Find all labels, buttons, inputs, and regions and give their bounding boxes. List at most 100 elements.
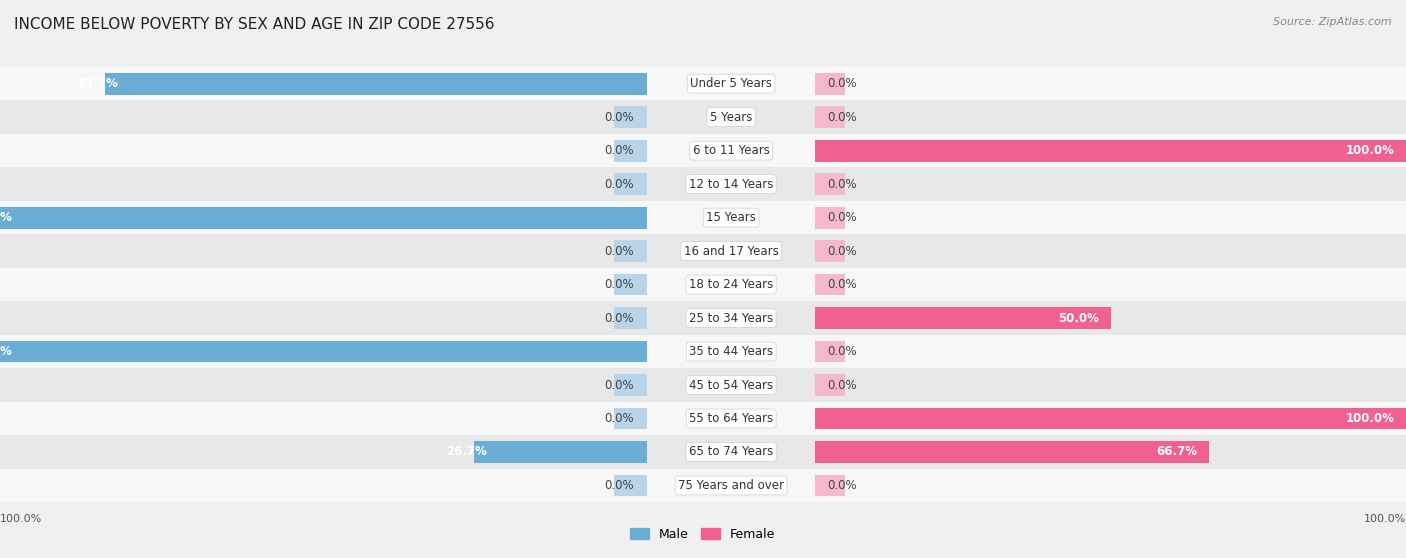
Bar: [0, 368, 647, 402]
Bar: [614, 73, 647, 94]
Bar: [0, 301, 647, 335]
Bar: [647, 201, 815, 234]
Text: 0.0%: 0.0%: [827, 110, 856, 124]
Text: 12 to 14 Years: 12 to 14 Years: [689, 177, 773, 191]
Text: 100.0%: 100.0%: [0, 211, 13, 224]
Text: 35 to 44 Years: 35 to 44 Years: [689, 345, 773, 358]
Text: 0.0%: 0.0%: [605, 278, 634, 291]
Bar: [647, 134, 815, 167]
Bar: [614, 441, 647, 463]
Text: 0.0%: 0.0%: [605, 378, 634, 392]
Bar: [614, 340, 647, 363]
Bar: [614, 474, 647, 497]
Text: 6 to 11 Years: 6 to 11 Years: [693, 144, 769, 157]
Bar: [815, 407, 845, 430]
Bar: [815, 134, 1406, 167]
Text: 100.0%: 100.0%: [0, 345, 13, 358]
Text: 0.0%: 0.0%: [605, 144, 634, 157]
Text: 0.0%: 0.0%: [605, 412, 634, 425]
Bar: [815, 206, 845, 229]
Bar: [647, 234, 815, 268]
Text: 83.7%: 83.7%: [77, 77, 118, 90]
Text: 100.0%: 100.0%: [1364, 514, 1406, 524]
Bar: [0, 335, 647, 368]
Bar: [614, 206, 647, 229]
Bar: [815, 268, 1406, 301]
Bar: [0, 340, 647, 363]
Text: 15 Years: 15 Years: [706, 211, 756, 224]
Bar: [815, 167, 1406, 201]
Text: 0.0%: 0.0%: [605, 177, 634, 191]
Bar: [614, 106, 647, 128]
Text: 0.0%: 0.0%: [605, 244, 634, 258]
Bar: [0, 469, 647, 502]
Bar: [815, 435, 1406, 469]
Text: 0.0%: 0.0%: [827, 345, 856, 358]
Bar: [614, 274, 647, 296]
Bar: [815, 368, 1406, 402]
Text: 0.0%: 0.0%: [827, 77, 856, 90]
Text: 66.7%: 66.7%: [1157, 445, 1198, 459]
Bar: [0, 201, 647, 234]
Bar: [815, 340, 845, 363]
Bar: [647, 100, 815, 134]
Text: 0.0%: 0.0%: [827, 211, 856, 224]
Text: 25 to 34 Years: 25 to 34 Years: [689, 311, 773, 325]
Bar: [614, 173, 647, 195]
Bar: [815, 106, 845, 128]
Legend: Male, Female: Male, Female: [626, 523, 780, 546]
Bar: [815, 307, 845, 329]
Bar: [815, 301, 1406, 335]
Bar: [815, 474, 845, 497]
Bar: [815, 374, 845, 396]
Text: 50.0%: 50.0%: [1059, 311, 1099, 325]
Bar: [647, 335, 815, 368]
Bar: [0, 435, 647, 469]
Bar: [647, 67, 815, 100]
Text: 18 to 24 Years: 18 to 24 Years: [689, 278, 773, 291]
Bar: [614, 240, 647, 262]
Bar: [0, 234, 647, 268]
Bar: [815, 173, 845, 195]
Bar: [0, 206, 647, 229]
Bar: [474, 441, 647, 463]
Bar: [815, 441, 1209, 463]
Bar: [614, 140, 647, 161]
Text: 75 Years and over: 75 Years and over: [678, 479, 785, 492]
Bar: [614, 374, 647, 396]
Bar: [647, 402, 815, 435]
Bar: [647, 167, 815, 201]
Bar: [815, 407, 1406, 430]
Bar: [647, 435, 815, 469]
Text: 0.0%: 0.0%: [827, 177, 856, 191]
Text: 0.0%: 0.0%: [605, 311, 634, 325]
Bar: [815, 441, 845, 463]
Text: 0.0%: 0.0%: [827, 278, 856, 291]
Bar: [815, 240, 845, 262]
Text: 16 and 17 Years: 16 and 17 Years: [683, 244, 779, 258]
Text: 0.0%: 0.0%: [827, 479, 856, 492]
Bar: [815, 402, 1406, 435]
Text: 45 to 54 Years: 45 to 54 Years: [689, 378, 773, 392]
Bar: [647, 469, 815, 502]
Bar: [815, 100, 1406, 134]
Bar: [815, 73, 845, 94]
Bar: [647, 368, 815, 402]
Text: 0.0%: 0.0%: [605, 110, 634, 124]
Text: 5 Years: 5 Years: [710, 110, 752, 124]
Bar: [815, 201, 1406, 234]
Text: 0.0%: 0.0%: [605, 479, 634, 492]
Bar: [614, 307, 647, 329]
Text: 100.0%: 100.0%: [1346, 144, 1395, 157]
Bar: [0, 67, 647, 100]
Text: Source: ZipAtlas.com: Source: ZipAtlas.com: [1274, 17, 1392, 27]
Bar: [105, 73, 647, 94]
Text: 0.0%: 0.0%: [827, 378, 856, 392]
Bar: [815, 335, 1406, 368]
Bar: [647, 268, 815, 301]
Text: 100.0%: 100.0%: [1346, 412, 1395, 425]
Text: 55 to 64 Years: 55 to 64 Years: [689, 412, 773, 425]
Text: 100.0%: 100.0%: [0, 514, 42, 524]
Text: INCOME BELOW POVERTY BY SEX AND AGE IN ZIP CODE 27556: INCOME BELOW POVERTY BY SEX AND AGE IN Z…: [14, 17, 495, 32]
Bar: [815, 67, 1406, 100]
